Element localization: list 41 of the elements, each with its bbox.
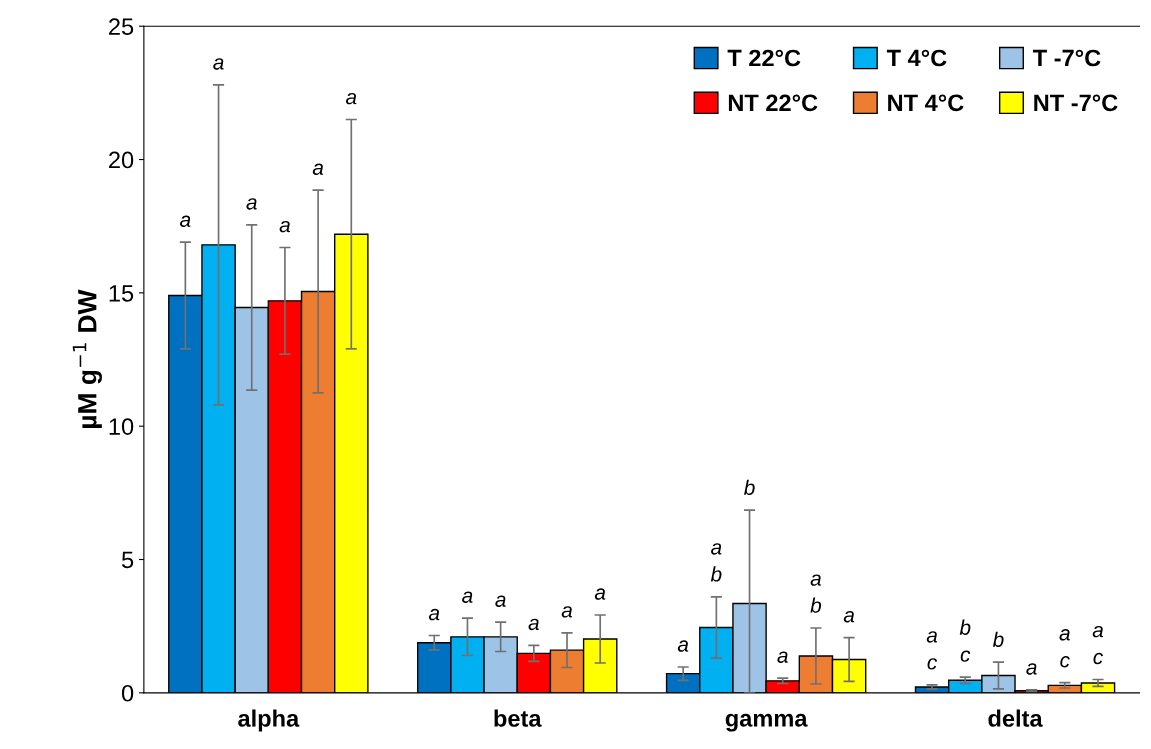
annotation: a [345, 92, 357, 105]
annotation: a [677, 640, 689, 652]
annotation: a [495, 595, 506, 607]
annotation: a [312, 163, 324, 175]
y-axis-title: µM g$^{−1}$ DW [72, 289, 102, 428]
legend-label: T 22°C [727, 49, 801, 67]
annotation: a [843, 610, 855, 623]
annotation: b c [959, 619, 971, 662]
y-tick-label: 15 [109, 285, 134, 302]
legend-label: NT -7°C [1034, 94, 1118, 112]
annotation: a [594, 588, 606, 600]
annotation: a b [710, 543, 722, 582]
y-tick-label: 25 [109, 18, 134, 35]
annotation: a c [1092, 625, 1104, 665]
legend-label: NT 22°C [728, 94, 818, 112]
x-tick-label: alpha [238, 709, 300, 732]
annotation: a b [810, 574, 822, 613]
x-tick-label: beta [494, 709, 542, 727]
annotation: a c [926, 631, 938, 670]
annotation: a [428, 608, 440, 621]
y-tick-label: 10 [109, 418, 134, 435]
y-tick-label: 5 [121, 551, 134, 569]
annotation: b [744, 479, 755, 495]
annotation: a [246, 198, 257, 210]
x-tick-label: gamma [725, 713, 808, 732]
annotation: a c [1059, 629, 1070, 668]
x-tick-label: delta [988, 709, 1043, 727]
y-tick-label: 20 [109, 151, 134, 169]
legend-label: NT 4°C [888, 94, 964, 112]
legend-label: T 4°C [886, 49, 947, 67]
annotation: a [180, 215, 191, 227]
annotation: a [462, 591, 473, 603]
legend-label: T -7°C [1032, 49, 1101, 67]
annotation: a [561, 606, 573, 618]
y-tick-label: 0 [121, 684, 134, 702]
annotation: a [528, 618, 539, 631]
annotation: b [992, 631, 1004, 647]
annotation: a [1026, 663, 1037, 675]
annotation: a [213, 58, 224, 70]
annotation: a [777, 651, 788, 663]
annotation: a [279, 220, 290, 233]
